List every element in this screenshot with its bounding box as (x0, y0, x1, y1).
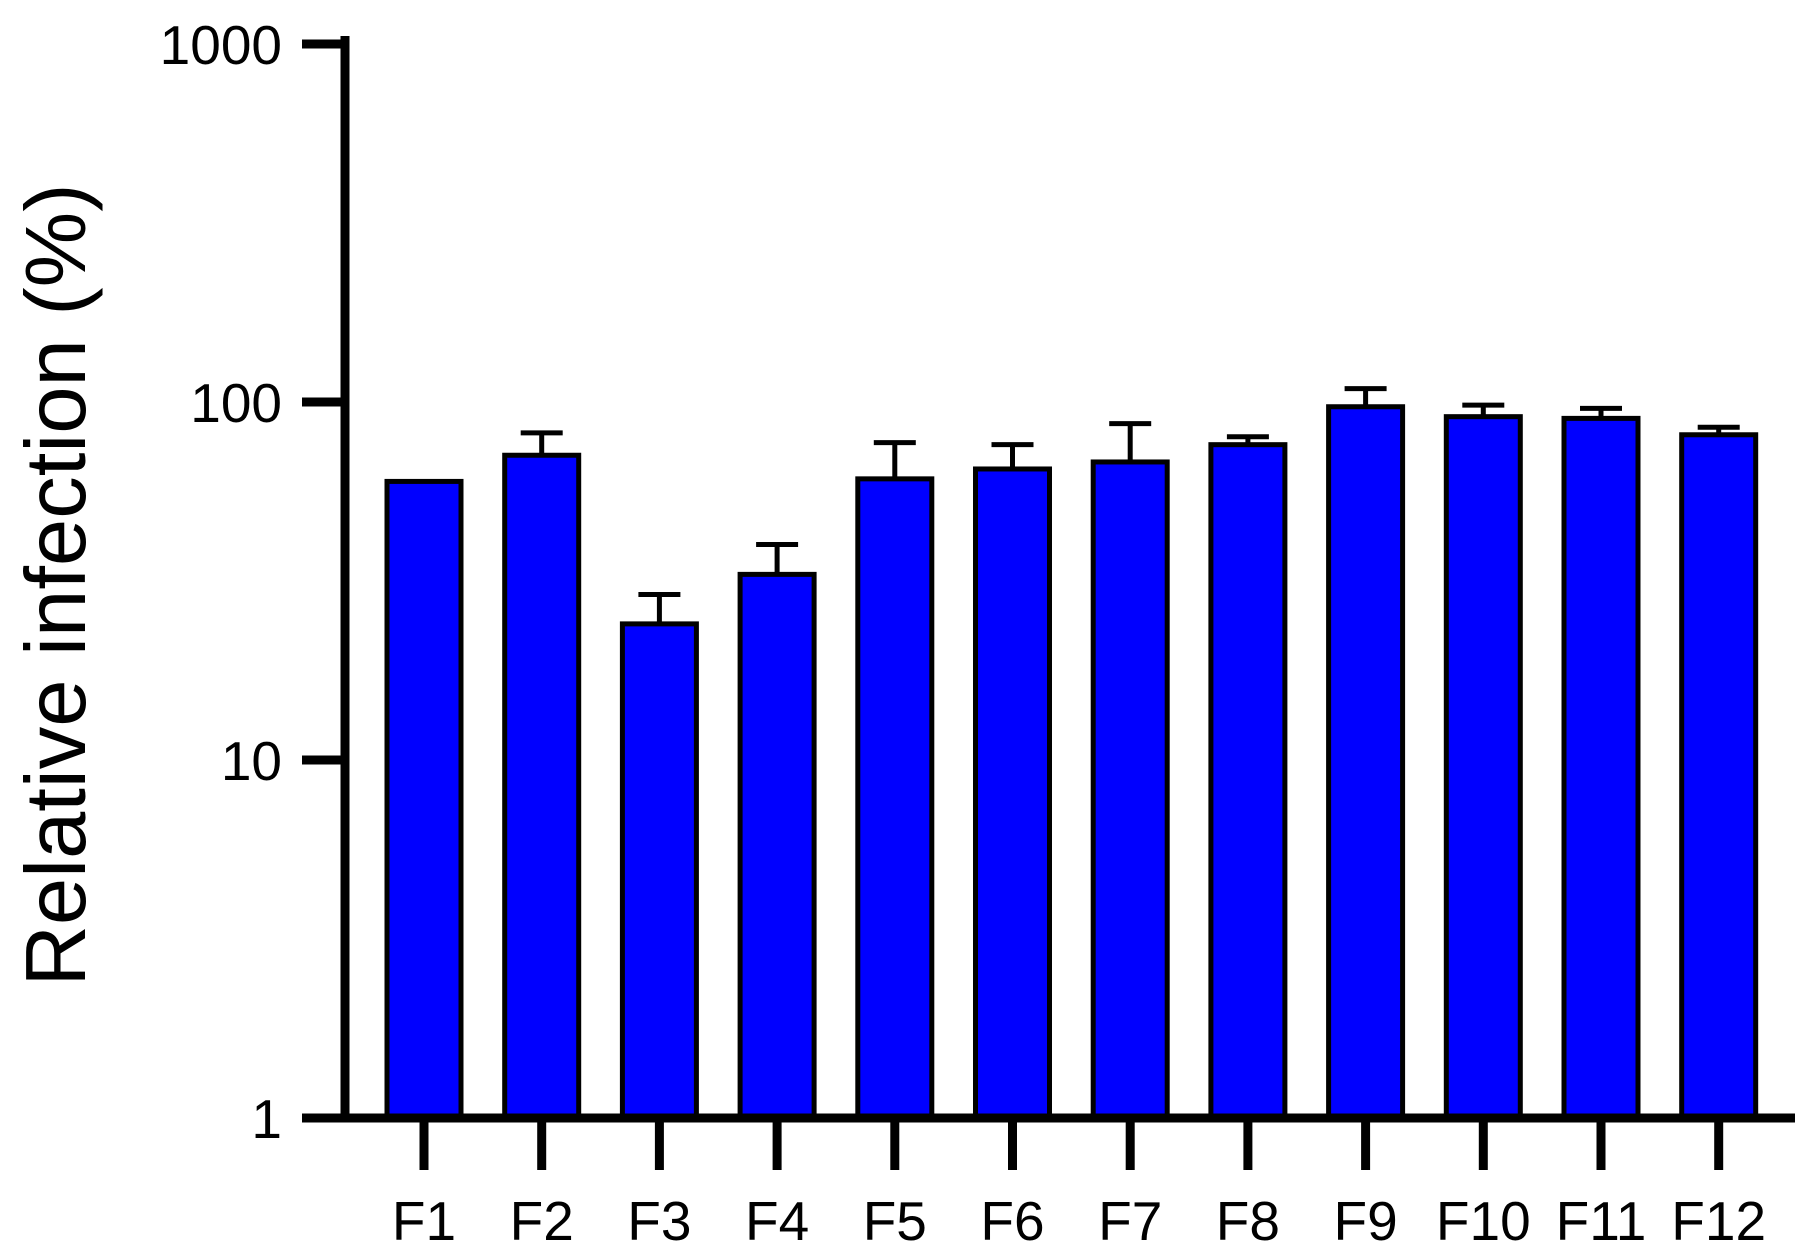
bar-f3 (619, 621, 699, 1121)
x-tick-label-f11: F11 (1556, 1190, 1647, 1252)
x-tick-label-f7: F7 (1098, 1190, 1162, 1252)
bar-f2 (502, 452, 582, 1121)
bar-f12 (1679, 432, 1759, 1121)
bar-f6 (973, 466, 1052, 1121)
bar-f7 (1090, 459, 1170, 1121)
bars (384, 386, 1759, 1121)
x-ticks: F1 F2 F3 F4 F5 F6 F7 F8 F9 F10 F11 F12 (392, 1118, 1766, 1252)
y-tick-label: 1 (251, 1088, 282, 1150)
x-tick-label-f8: F8 (1216, 1190, 1280, 1252)
y-tick-label: 10 (221, 730, 282, 792)
x-tick-label-f9: F9 (1334, 1190, 1398, 1252)
bar-f8 (1208, 442, 1288, 1121)
y-tick-label: 1000 (160, 14, 282, 76)
x-tick-label-f1: F1 (392, 1190, 456, 1252)
bar-f4 (737, 571, 817, 1121)
bar-f1 (384, 478, 464, 1121)
x-tick-label-f10: F10 (1436, 1190, 1531, 1252)
bar-f11 (1561, 415, 1641, 1121)
x-tick-label-f2: F2 (510, 1190, 574, 1252)
bar-f5 (855, 476, 935, 1121)
x-tick-label-f6: F6 (980, 1190, 1044, 1252)
x-tick-label-f5: F5 (863, 1190, 927, 1252)
x-tick-label-f3: F3 (627, 1190, 691, 1252)
bar-f9 (1326, 404, 1406, 1121)
y-ticks: 1 10 100 1000 (160, 14, 345, 1150)
bar-f10 (1443, 414, 1523, 1121)
axes (302, 36, 1795, 1123)
y-tick-label: 100 (190, 372, 282, 434)
x-tick-label-f4: F4 (745, 1190, 809, 1252)
x-tick-label-f12: F12 (1671, 1190, 1766, 1252)
y-axis-title: Relative infection (%) (9, 183, 104, 986)
